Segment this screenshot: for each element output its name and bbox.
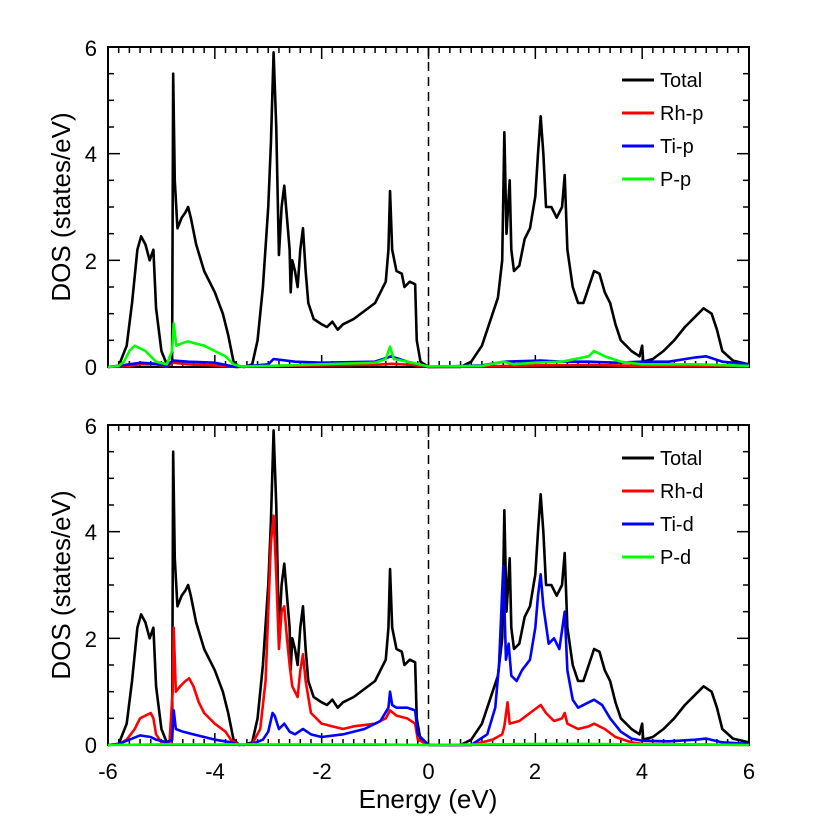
y-tick-labels-bottom: 0 2 4 6 (85, 414, 97, 758)
x-tick-label: 0 (422, 759, 434, 784)
series-line-ti-p (107, 355, 750, 369)
x-tick-label: 2 (529, 759, 541, 784)
series-group-bottom (107, 429, 750, 747)
x-tick-label: 6 (743, 759, 755, 784)
series-line-total (107, 51, 750, 369)
legend-top: Total Rh-p Ti-p P-p (622, 70, 703, 191)
series-group-top (107, 51, 750, 369)
x-tick-label: -4 (205, 759, 225, 784)
x-tick-label: -6 (98, 759, 118, 784)
legend-label-rh-p: Rh-p (660, 103, 703, 125)
y-tick-label: 0 (85, 733, 97, 758)
y-tick-label: 4 (85, 142, 97, 167)
x-tick-label: -2 (312, 759, 332, 784)
x-tick-label: 4 (636, 759, 648, 784)
y-tick-label: 4 (85, 520, 97, 545)
series-line-rh-d (107, 514, 750, 747)
panel-bottom: 0 2 4 6 DOS (states/eV) -6 -4 -2 0 2 4 6… (46, 414, 755, 814)
legend-label-total: Total (660, 448, 702, 470)
y-tick-label: 6 (85, 414, 97, 439)
y-axis-title-top: DOS (states/eV) (46, 112, 76, 301)
legend-bottom: Total Rh-d Ti-d P-d (622, 448, 703, 569)
y-tick-labels-top: 0 2 4 6 (85, 36, 97, 380)
series-line-total (107, 429, 750, 747)
y-tick-label: 0 (85, 355, 97, 380)
legend-label-rh-d: Rh-d (660, 481, 703, 503)
y-tick-label: 6 (85, 36, 97, 61)
legend-label-ti-d: Ti-d (660, 514, 694, 536)
x-axis-title: Energy (eV) (359, 784, 498, 814)
y-tick-label: 2 (85, 627, 97, 652)
series-line-p-d (107, 742, 750, 747)
legend-label-total: Total (660, 70, 702, 92)
series-line-p-p (107, 321, 750, 369)
legend-label-p-d: P-d (660, 547, 691, 569)
panel-top: 0 2 4 6 DOS (states/eV) Total Rh-p Ti-p … (46, 36, 750, 380)
y-tick-label: 2 (85, 249, 97, 274)
y-axis-title-bottom: DOS (states/eV) (46, 490, 76, 679)
series-line-ti-d (107, 565, 750, 747)
x-tick-labels-bottom: -6 -4 -2 0 2 4 6 (98, 759, 755, 784)
legend-label-ti-p: Ti-p (660, 136, 694, 158)
legend-label-p-p: P-p (660, 169, 691, 191)
